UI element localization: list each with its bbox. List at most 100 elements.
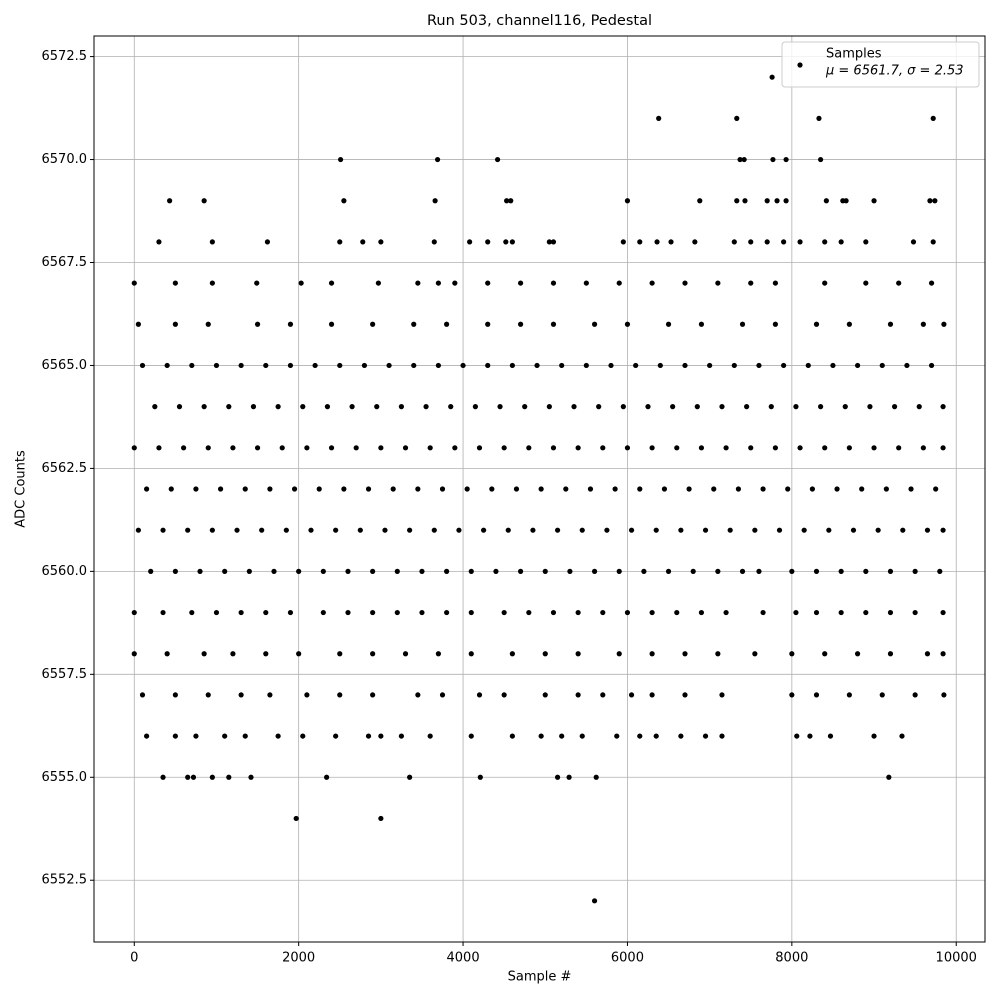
point: [164, 362, 170, 369]
point: [645, 404, 651, 410]
point: [439, 486, 446, 492]
point: [250, 404, 257, 410]
legend-text: μ = 6561.7, σ = 2.53: [825, 64, 964, 79]
point: [838, 568, 844, 574]
point: [205, 692, 211, 698]
point: [937, 568, 943, 574]
point: [435, 280, 441, 286]
point: [941, 692, 947, 698]
point: [735, 486, 742, 492]
point: [908, 486, 914, 492]
point: [770, 156, 776, 163]
point: [760, 486, 766, 492]
point: [517, 321, 524, 327]
point: [567, 568, 573, 574]
point: [752, 651, 758, 657]
point: [434, 156, 441, 163]
point: [293, 815, 299, 822]
point: [333, 733, 339, 739]
point: [375, 280, 381, 286]
point: [398, 404, 405, 410]
point: [337, 156, 344, 163]
point: [739, 321, 746, 327]
point: [707, 362, 713, 369]
point: [768, 404, 774, 410]
point: [566, 774, 572, 780]
point: [591, 321, 598, 327]
point: [526, 445, 532, 451]
point: [226, 404, 232, 410]
point: [407, 774, 413, 780]
point: [283, 527, 289, 533]
point: [472, 404, 478, 410]
point: [616, 568, 622, 574]
point: [378, 733, 384, 739]
point: [620, 239, 626, 245]
point: [834, 486, 840, 492]
point: [230, 445, 236, 451]
point: [267, 692, 273, 698]
point: [168, 486, 174, 492]
point: [378, 445, 384, 451]
point: [222, 568, 228, 574]
point: [910, 239, 917, 245]
point: [411, 321, 417, 327]
point: [361, 362, 368, 369]
point: [432, 198, 438, 204]
point: [427, 445, 433, 451]
point: [415, 486, 421, 492]
point: [139, 362, 146, 369]
point: [254, 321, 261, 327]
point: [345, 609, 351, 616]
point: [360, 239, 366, 245]
point: [854, 651, 861, 657]
point: [797, 445, 803, 451]
y-tick-label: 6567.5: [42, 255, 88, 270]
point: [678, 733, 684, 739]
point: [226, 774, 232, 780]
point: [863, 609, 869, 616]
point: [591, 568, 598, 574]
point: [131, 651, 137, 657]
point: [485, 321, 491, 327]
point: [328, 321, 335, 327]
x-tick-label: 6000: [611, 951, 644, 966]
point: [940, 609, 946, 616]
point: [863, 239, 869, 245]
point: [160, 527, 166, 533]
point: [694, 404, 700, 410]
point: [485, 239, 491, 245]
point: [924, 651, 931, 657]
point: [386, 362, 392, 369]
point: [871, 198, 877, 204]
point: [448, 404, 454, 410]
point: [737, 156, 743, 163]
point: [349, 404, 355, 410]
point: [131, 280, 137, 286]
point: [460, 362, 466, 369]
x-axis-label: Sample #: [508, 970, 572, 985]
point: [690, 568, 696, 574]
point: [378, 815, 384, 822]
point: [172, 692, 178, 698]
point: [692, 239, 698, 245]
point: [481, 527, 487, 533]
point: [190, 774, 197, 780]
point: [287, 321, 294, 327]
point: [213, 362, 220, 369]
point: [287, 609, 294, 616]
point: [468, 568, 474, 574]
point: [783, 198, 789, 204]
point: [263, 362, 269, 369]
point: [843, 198, 849, 204]
point: [653, 527, 659, 533]
point: [887, 651, 894, 657]
point: [193, 733, 199, 739]
point: [818, 156, 824, 163]
point: [575, 609, 581, 616]
x-tick-label: 8000: [775, 951, 808, 966]
point: [793, 404, 799, 410]
point: [781, 362, 787, 369]
point: [534, 362, 540, 369]
